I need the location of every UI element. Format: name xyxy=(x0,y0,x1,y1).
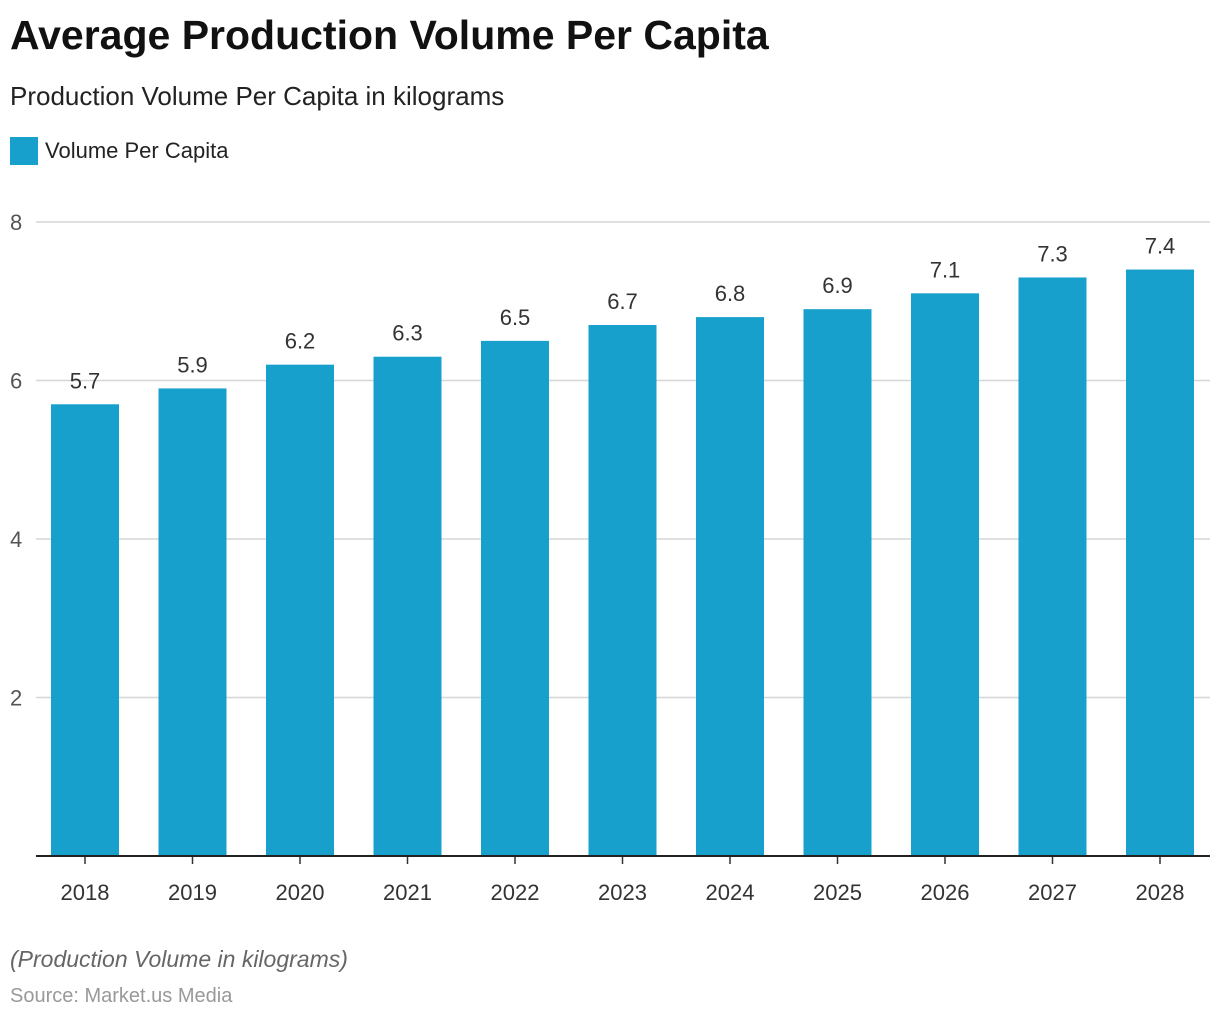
data-label: 7.1 xyxy=(930,257,961,282)
x-tick-label: 2023 xyxy=(598,880,647,905)
legend-swatch xyxy=(10,137,38,165)
legend: Volume Per Capita xyxy=(10,137,228,165)
bar xyxy=(373,356,442,856)
bar xyxy=(1018,277,1087,857)
data-label: 6.9 xyxy=(822,273,853,298)
bar xyxy=(1126,269,1194,856)
chart-subtitle: Production Volume Per Capita in kilogram… xyxy=(10,81,505,111)
data-label: 5.7 xyxy=(70,368,101,393)
source-text: Source: Market.us Media xyxy=(10,985,233,1007)
data-label: 6.7 xyxy=(607,289,638,314)
data-label: 6.3 xyxy=(392,321,423,346)
chart-title: Average Production Volume Per Capita xyxy=(10,12,769,58)
bar xyxy=(158,388,227,856)
data-label: 6.2 xyxy=(285,329,316,354)
bar xyxy=(481,340,549,856)
bar xyxy=(911,293,979,856)
data-label: 7.4 xyxy=(1145,234,1176,259)
data-label: 7.3 xyxy=(1037,241,1068,266)
bar xyxy=(266,364,334,856)
y-tick-label: 4 xyxy=(10,527,22,552)
x-tick-label: 2028 xyxy=(1136,880,1185,905)
data-label: 6.8 xyxy=(715,281,746,306)
x-tick-label: 2024 xyxy=(706,880,755,905)
x-tick-label: 2019 xyxy=(168,880,217,905)
x-tick-label: 2027 xyxy=(1028,880,1077,905)
bar xyxy=(588,325,657,856)
legend-label: Volume Per Capita xyxy=(45,138,229,163)
x-tick-label: 2025 xyxy=(813,880,862,905)
bar xyxy=(803,309,872,856)
x-tick-label: 2022 xyxy=(491,880,540,905)
y-tick-label: 6 xyxy=(10,369,22,394)
x-tick-label: 2021 xyxy=(383,880,432,905)
x-tick-label: 2020 xyxy=(276,880,325,905)
x-tick-label: 2018 xyxy=(61,880,110,905)
data-label: 6.5 xyxy=(500,305,531,330)
x-tick-label: 2026 xyxy=(921,880,970,905)
y-tick-label: 2 xyxy=(10,686,22,711)
y-tick-label: 8 xyxy=(10,210,22,235)
footnote: (Production Volume in kilograms) xyxy=(10,946,348,972)
data-label: 5.9 xyxy=(177,352,208,377)
bar xyxy=(51,404,119,856)
bar xyxy=(696,317,764,857)
